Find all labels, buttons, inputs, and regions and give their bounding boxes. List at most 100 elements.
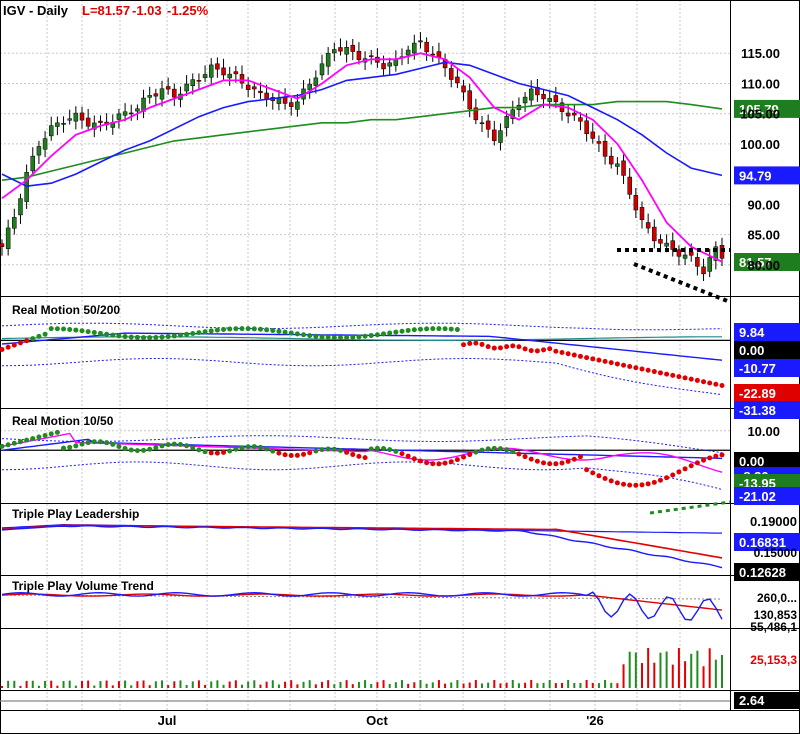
volume-bar <box>591 682 594 688</box>
candle-body <box>165 86 171 90</box>
volume-bar <box>456 680 459 688</box>
candle-body <box>190 79 196 87</box>
rm10-dot <box>67 444 73 450</box>
rm50-dot <box>633 365 639 371</box>
rm10-dot <box>190 445 196 451</box>
price-tick-label: 85.00 <box>747 228 780 243</box>
candle-body <box>701 266 706 275</box>
volume-bar <box>542 682 545 688</box>
rm50-dot <box>479 341 485 347</box>
volume-bar <box>333 684 336 688</box>
candle-body <box>590 131 596 139</box>
rm10-dot <box>651 479 657 485</box>
badge-ma-long: 105.79 <box>734 99 800 118</box>
volume-bar <box>548 680 551 688</box>
rm10-dot <box>116 443 122 449</box>
rm50-dot <box>5 344 11 350</box>
candle-body <box>664 242 669 247</box>
volume-bar <box>13 680 16 688</box>
rm10-dot <box>208 450 214 456</box>
volume-bar <box>413 682 416 688</box>
rm50-dot <box>651 369 657 375</box>
rm50-dot <box>657 370 663 376</box>
rm50-dot <box>448 326 454 332</box>
candle-body <box>313 77 319 86</box>
rm50-dot <box>134 334 140 340</box>
volume-bar <box>345 680 348 688</box>
volume-bar <box>37 685 40 688</box>
volume-bar <box>597 683 600 688</box>
volume-bar <box>81 681 83 688</box>
volume-bar <box>234 680 237 688</box>
volume-bar <box>222 684 225 688</box>
rm50-dot <box>48 326 54 332</box>
rm50-dot <box>141 335 147 341</box>
candle-body <box>245 84 251 90</box>
rm10-dot <box>645 481 651 487</box>
badge-bg <box>734 452 800 470</box>
candle-body <box>492 129 497 141</box>
rm10-dot <box>227 448 233 454</box>
candle-body <box>215 63 220 70</box>
rm10-dot <box>448 459 454 465</box>
rm10-dot <box>245 444 251 450</box>
rm10-dot <box>374 445 380 451</box>
rm10-dot <box>405 453 411 459</box>
rm10-dot <box>356 453 362 459</box>
candle-body <box>541 93 546 100</box>
volume-bar <box>671 664 674 688</box>
candle-body <box>0 243 5 247</box>
rm50-dot <box>473 340 479 346</box>
badge-text: 0.00 <box>739 343 764 358</box>
rm50-dot <box>541 347 547 353</box>
volume-bar <box>604 680 607 688</box>
rm50-dot <box>528 348 534 354</box>
rm10-dot <box>430 461 436 467</box>
volume-bar <box>647 648 650 688</box>
candle-body <box>202 74 208 79</box>
rm10-dot <box>196 447 202 453</box>
rm50-dot <box>442 326 448 332</box>
rm10-dot <box>602 476 608 482</box>
rm50-dot <box>171 333 177 339</box>
candle-body <box>258 90 263 94</box>
rm10-dot <box>694 460 700 466</box>
rm50-dot <box>467 340 473 346</box>
volume-bar <box>567 680 570 688</box>
candle-body <box>30 155 36 172</box>
volume-bar <box>561 682 563 688</box>
volume-bar <box>161 680 163 688</box>
candle-body <box>652 226 657 242</box>
price-tick-label: 100.00 <box>740 137 780 152</box>
candle-body <box>325 52 331 67</box>
volume-bar <box>634 652 637 688</box>
rm10-dot <box>491 445 497 451</box>
rm50-dot <box>17 340 23 346</box>
volume-bar <box>74 685 77 688</box>
candle-body <box>615 163 620 167</box>
price-tick-label: 115.00 <box>741 46 780 61</box>
rm10-dot <box>682 466 688 472</box>
rm10-dot <box>577 454 583 460</box>
tpl-main-line <box>1 524 723 559</box>
candle-body <box>584 120 589 135</box>
ma-short-line <box>1 52 723 263</box>
volume-bar <box>7 680 10 688</box>
rm50-dot <box>239 326 245 332</box>
badge-text: 94.79 <box>739 168 772 183</box>
rm50-dot <box>368 333 374 339</box>
rm10-dot <box>522 454 528 460</box>
badge-rm50-zero: 0.00 <box>734 341 800 359</box>
candle-body <box>61 122 66 125</box>
rm50-dot <box>165 334 171 340</box>
value-badges: 105.79 94.79 81.57 9.84 0.00 -10.77 -22.89 -31.… <box>734 99 800 709</box>
badge-bg <box>734 533 800 551</box>
rm10-dot <box>516 451 522 457</box>
rm50-signal-line <box>1 336 722 341</box>
rm10-signal-line <box>1 432 723 473</box>
rm10-dot <box>534 458 540 464</box>
rm10-dot <box>5 442 11 448</box>
candle-body <box>159 88 165 100</box>
volume-bar <box>314 684 317 688</box>
